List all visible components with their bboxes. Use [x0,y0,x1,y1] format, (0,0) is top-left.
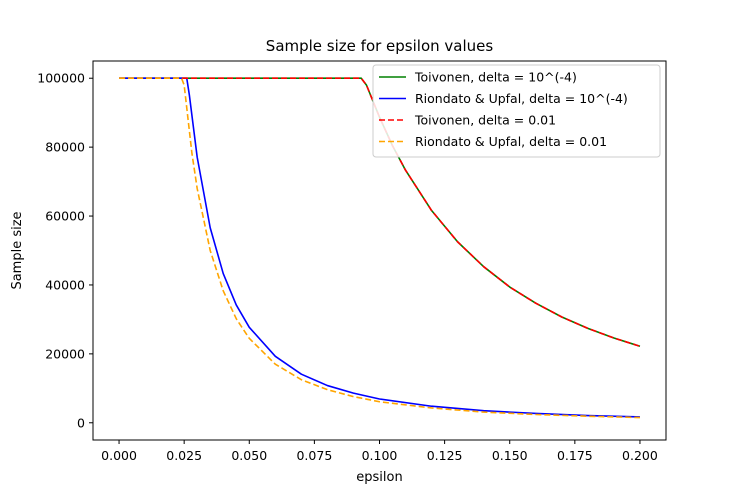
legend-frame [372,64,661,158]
y-tick-label: 80000 [45,140,85,155]
series-line-3 [119,77,641,348]
y-tick-label: 60000 [45,209,85,224]
x-tick-label: 0.150 [492,448,528,463]
x-tick-label: 0.200 [622,448,658,463]
y-tick-label: 100000 [37,71,85,86]
x-tick-label: 0.050 [231,448,267,463]
x-tick-label: 0.075 [296,448,332,463]
x-tick-label: 0.000 [101,448,137,463]
legend-label: Toivonen, delta = 0.01 [414,113,556,128]
y-tick-label: 40000 [45,277,85,292]
y-tick-label: 20000 [45,346,85,361]
y-axis-label: Sample size [10,211,25,289]
legend-label: Toivonen, delta = 10^(-4) [414,70,577,85]
y-tick-label: 0 [77,415,85,430]
x-tick-label: 0.100 [362,448,398,463]
x-tick-label: 0.125 [427,448,463,463]
x-axis-label: epsilon [356,470,402,485]
chart-title: Sample size for epsilon values [266,37,494,55]
x-tick-label: 0.175 [557,448,593,463]
legend-label: Riondato & Upfal, delta = 10^(-4) [415,91,628,106]
y-axis: 0 20000 40000 60000 80000 100000 [37,71,93,430]
x-axis: 0.000 0.025 0.050 0.075 0.100 0.125 0.150 0.175… [101,440,658,463]
series-line-4 [119,77,640,419]
series-layer [119,77,641,419]
legend: Toivonen, delta = 10^(-4) Riondato & Upfa… [372,64,661,158]
legend-label: Riondato & Upfal, delta = 0.01 [415,134,607,149]
x-tick-label: 0.025 [166,448,202,463]
